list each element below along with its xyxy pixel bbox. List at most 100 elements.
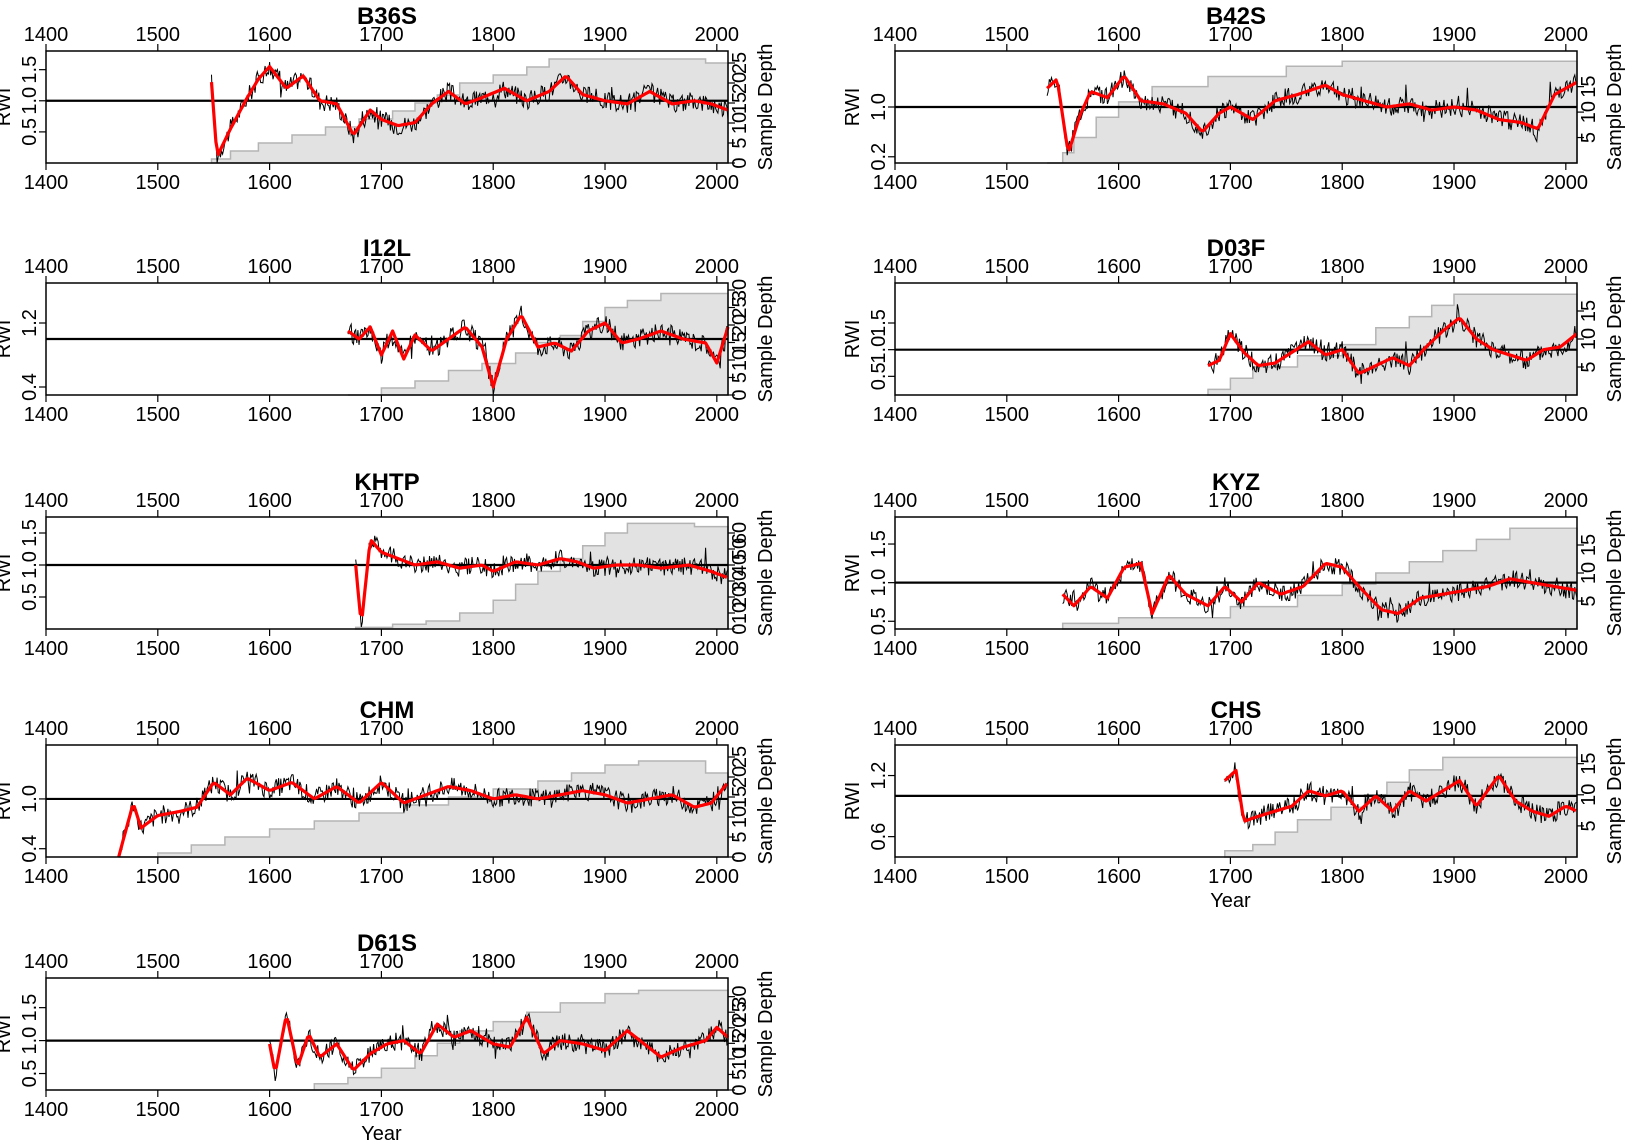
y-tick-label: 1.2 <box>19 309 41 337</box>
x-tick-label-bottom: 2000 <box>695 638 740 660</box>
x-tick-label-top: 1400 <box>24 24 69 46</box>
x-tick-label-bottom: 1900 <box>1432 404 1477 426</box>
y-tick-label: 1.0 <box>19 785 41 813</box>
panel-title: I12L <box>363 235 411 262</box>
smoothed-spline-line <box>268 1015 730 1071</box>
x-tick-label-top: 1400 <box>24 490 69 512</box>
smoothed-spline-line <box>346 315 730 389</box>
y2-tick-label: 10 <box>729 806 751 828</box>
x-tick-label-top: 1700 <box>359 256 404 278</box>
y2-tick-label: 10 <box>729 602 751 624</box>
x-tick-label-bottom: 1400 <box>24 1099 69 1121</box>
x-tick-label-bottom: 1800 <box>1320 172 1365 194</box>
x-tick-label-bottom: 1500 <box>136 1099 181 1121</box>
x-tick-label-bottom: 1900 <box>583 172 628 194</box>
x-tick-label-top: 1700 <box>359 951 404 973</box>
x-tick-label-bottom: 1400 <box>24 172 69 194</box>
x-tick-label-top: 1800 <box>471 256 516 278</box>
x-tick-label-top: 1800 <box>471 490 516 512</box>
smoothed-spline-line <box>117 777 729 858</box>
x-tick-label-top: 1800 <box>471 951 516 973</box>
chart-panel-d03f: D03F 1400 1400 1500 1500 1600 1600 1700 1700 1800… <box>842 235 1626 426</box>
x-tick-label-top: 1700 <box>359 718 404 740</box>
y2-tick-label: 0 <box>729 1084 751 1095</box>
plot-frame <box>45 516 729 630</box>
y-tick-label: 1.0 <box>19 1027 41 1055</box>
x-tick-label-top: 1500 <box>985 256 1030 278</box>
y-tick-label: 1.0 <box>868 336 890 364</box>
x-tick-label-top: 1400 <box>873 24 918 46</box>
y2-tick-label: 15 <box>729 331 751 353</box>
x-tick-label-top: 1400 <box>24 951 69 973</box>
x-tick-label-top: 1500 <box>136 490 181 512</box>
x-tick-label-bottom: 1800 <box>1320 404 1365 426</box>
y2-tick-label: 30 <box>729 279 751 301</box>
y-tick-label: 1.0 <box>19 551 41 579</box>
y2-tick-label: 20 <box>729 314 751 336</box>
x-tick-label-top: 1500 <box>985 24 1030 46</box>
y-tick-label: 0.6 <box>868 823 890 851</box>
x-tick-label-bottom: 1800 <box>471 638 516 660</box>
x-tick-label-bottom: 1500 <box>136 404 181 426</box>
panel-title: D61S <box>357 930 417 957</box>
x-tick-label-bottom: 1900 <box>583 404 628 426</box>
y2-tick-label: 50 <box>729 538 751 560</box>
x-tick-label-bottom: 1800 <box>471 404 516 426</box>
x-tick-label-bottom: 2000 <box>695 866 740 888</box>
y-tick-label: 0.5 <box>19 118 41 146</box>
y-axis-label: RWI <box>0 782 15 821</box>
x-tick-label-bottom: 1600 <box>1096 866 1141 888</box>
x-tick-label-top: 2000 <box>1544 490 1589 512</box>
x-tick-label-top: 2000 <box>695 24 740 46</box>
x-tick-label-top: 1800 <box>1320 256 1365 278</box>
chart-panel-kyz: KYZ 1400 1400 1500 1500 1600 1600 1700 1700 1800 1… <box>842 469 1626 660</box>
y-axis-label: RWI <box>0 88 15 127</box>
y-axis-label: RWI <box>842 554 864 593</box>
y-axis-label: RWI <box>842 320 864 359</box>
y2-tick-label: 10 <box>729 112 751 134</box>
y2-tick-label: 15 <box>729 1032 751 1054</box>
x-tick-label-top: 2000 <box>695 718 740 740</box>
y2-tick-label: 5 <box>729 831 751 842</box>
x-tick-label-bottom: 1500 <box>985 638 1030 660</box>
x-tick-label-bottom: 1900 <box>583 866 628 888</box>
x-tick-label-bottom: 2000 <box>695 172 740 194</box>
x-tick-label-bottom: 2000 <box>1544 866 1589 888</box>
panel-title: B42S <box>1206 3 1266 30</box>
x-tick-label-top: 1700 <box>359 24 404 46</box>
x-tick-label-bottom: 1900 <box>583 638 628 660</box>
y2-tick-label: 5 <box>729 1069 751 1080</box>
y2-axis-label: Sample Depth <box>1604 44 1626 171</box>
x-tick-label-top: 1600 <box>1096 256 1141 278</box>
y2-tick-label: 30 <box>729 986 751 1008</box>
y2-tick-label: 15 <box>1578 753 1600 775</box>
y2-tick-label: 20 <box>729 766 751 788</box>
y2-tick-label: 20 <box>729 1017 751 1039</box>
ring-width-index-line <box>355 535 729 628</box>
x-tick-label-top: 1800 <box>471 24 516 46</box>
y2-tick-label: 0 <box>729 157 751 168</box>
y2-tick-label: 15 <box>729 92 751 114</box>
x-tick-label-top: 1900 <box>583 24 628 46</box>
x-tick-label-bottom: 1700 <box>1208 866 1253 888</box>
x-tick-label-top: 1700 <box>359 490 404 512</box>
x-tick-label-top: 1600 <box>1096 718 1141 740</box>
y2-axis-label: Sample Depth <box>1604 276 1626 403</box>
smoothed-spline-line <box>354 539 728 617</box>
sample-depth-area <box>210 58 729 164</box>
y-tick-label: 0.5 <box>19 583 41 611</box>
x-tick-label-top: 1800 <box>1320 24 1365 46</box>
x-tick-label-bottom: 1700 <box>359 1099 404 1121</box>
y2-tick-label: 15 <box>729 786 751 808</box>
y2-tick-label: 5 <box>1578 132 1600 143</box>
smoothed-spline-line <box>209 64 729 156</box>
plot-frame <box>45 977 729 1091</box>
x-tick-label-top: 1700 <box>1208 718 1253 740</box>
chart-panel-chs: CHS 1400 1400 1500 1500 1600 1600 1700 1700 1800 1… <box>842 697 1626 912</box>
x-tick-label-top: 1600 <box>247 951 292 973</box>
y2-tick-label: 5 <box>729 372 751 383</box>
sample-depth-area <box>1061 527 1578 630</box>
y2-tick-label: 60 <box>729 522 751 544</box>
x-tick-label-bottom: 1500 <box>985 172 1030 194</box>
